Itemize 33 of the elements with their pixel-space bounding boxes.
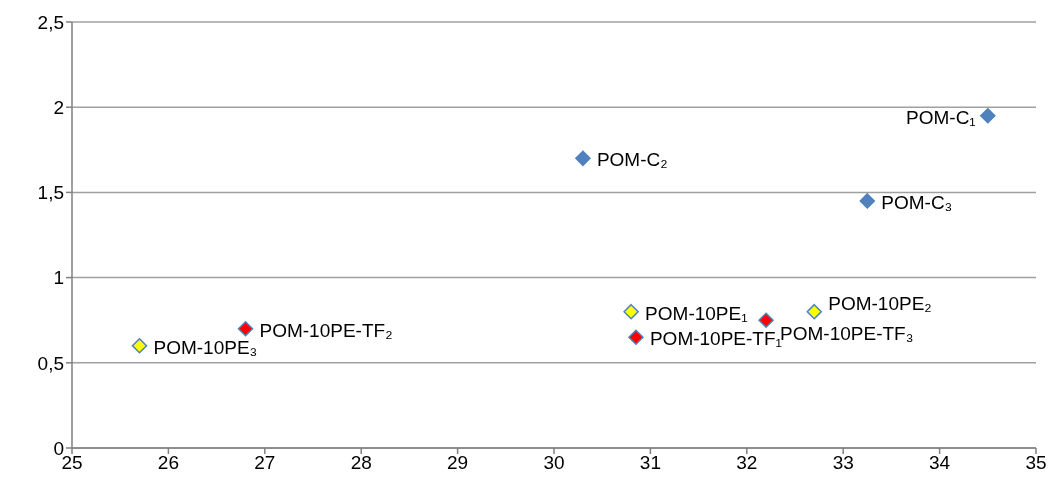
point [628,329,644,345]
x-tick-label: 35 [1025,452,1047,474]
point [575,150,591,167]
y-tick-label: 2 [53,96,64,118]
annotation: POM-10PE₁ [645,302,748,324]
x-tick-label: 34 [929,452,951,474]
annotation: POM-10PE₃ [153,336,258,358]
annotation: POM-C₁ [906,106,976,128]
annotation: POM-10PE-TF₃ [780,323,914,345]
y-tick-label: 1,5 [37,182,64,204]
point [980,107,996,124]
point [758,312,774,328]
annotation: POM-10PE-TF₁ [649,328,782,350]
x-tick-label: 27 [254,452,276,474]
x-tick-label: 26 [157,452,179,474]
point [237,320,254,337]
annotation: POM-C₂ [596,149,668,171]
x-tick-label: 30 [543,452,565,474]
annotation: POM-C₃ [881,191,953,213]
annotation: POM-10PE-TF₂ [259,319,393,341]
point [623,303,639,320]
x-tick-label: 33 [832,452,854,474]
x-tick-label: 28 [350,452,372,474]
x-tick-label: 29 [447,452,469,474]
x-tick-label: 31 [639,452,661,474]
y-tick-label: 2,5 [37,11,64,33]
point [131,338,148,354]
annotation: POM-10PE₂ [828,292,932,314]
y-tick-label: 0,5 [37,352,64,374]
point [806,303,823,320]
x-tick-label: 32 [736,452,758,474]
point [859,193,876,209]
y-tick-label: 1 [53,267,64,289]
